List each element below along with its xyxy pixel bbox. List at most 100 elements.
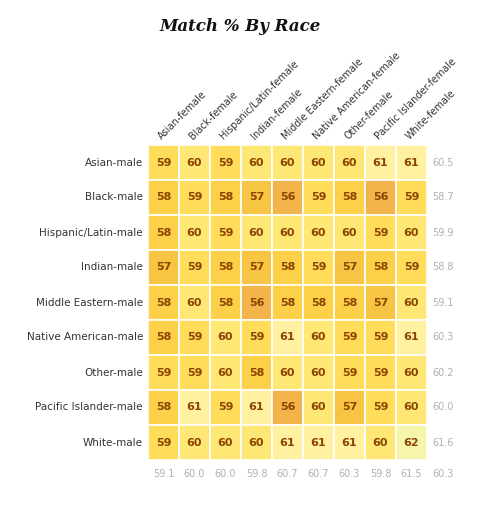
Text: 59: 59 xyxy=(403,193,419,203)
Text: 59: 59 xyxy=(403,263,419,272)
Bar xyxy=(364,215,395,250)
Bar xyxy=(302,390,333,425)
Bar xyxy=(210,390,240,425)
Bar xyxy=(395,355,426,390)
Text: 58: 58 xyxy=(310,298,325,307)
Text: 59: 59 xyxy=(372,368,387,377)
Bar xyxy=(395,285,426,320)
Text: Native American-female: Native American-female xyxy=(311,50,401,141)
Text: 59: 59 xyxy=(341,368,357,377)
Bar xyxy=(302,145,333,180)
Bar xyxy=(210,320,240,355)
Text: 57: 57 xyxy=(248,193,264,203)
Text: 61: 61 xyxy=(248,402,264,413)
Text: 60: 60 xyxy=(279,228,295,237)
Bar xyxy=(240,425,271,460)
Text: 60: 60 xyxy=(279,157,295,168)
Bar xyxy=(179,285,210,320)
Bar xyxy=(179,355,210,390)
Bar xyxy=(364,145,395,180)
Text: 60.2: 60.2 xyxy=(431,368,453,377)
Bar xyxy=(240,285,271,320)
Text: Asian-male: Asian-male xyxy=(84,157,143,168)
Text: 59: 59 xyxy=(248,333,264,342)
Text: Native American-male: Native American-male xyxy=(26,333,143,342)
Text: 60.5: 60.5 xyxy=(431,157,453,168)
Text: 59: 59 xyxy=(310,193,325,203)
Bar xyxy=(271,180,302,215)
Text: 59.1: 59.1 xyxy=(431,298,453,307)
Text: Other-female: Other-female xyxy=(342,88,394,141)
Bar xyxy=(271,145,302,180)
Text: 59: 59 xyxy=(310,263,325,272)
Bar xyxy=(364,250,395,285)
Bar xyxy=(240,250,271,285)
Bar xyxy=(210,215,240,250)
Bar xyxy=(210,425,240,460)
Text: 60: 60 xyxy=(403,228,419,237)
Text: 58.7: 58.7 xyxy=(431,193,453,203)
Text: Middle Eastern-male: Middle Eastern-male xyxy=(36,298,143,307)
Text: 58: 58 xyxy=(341,298,357,307)
Bar xyxy=(271,425,302,460)
Text: 58: 58 xyxy=(217,263,233,272)
Bar xyxy=(395,390,426,425)
Bar xyxy=(395,180,426,215)
Bar xyxy=(179,215,210,250)
Bar xyxy=(148,320,179,355)
Text: 59: 59 xyxy=(186,333,202,342)
Text: 56: 56 xyxy=(279,193,295,203)
Bar xyxy=(148,425,179,460)
Bar xyxy=(271,285,302,320)
Text: 58: 58 xyxy=(372,263,387,272)
Text: 60.0: 60.0 xyxy=(183,469,205,479)
Text: 60: 60 xyxy=(248,157,264,168)
Text: 60: 60 xyxy=(403,298,419,307)
Text: 59.8: 59.8 xyxy=(245,469,267,479)
Text: 56: 56 xyxy=(248,298,264,307)
Text: 60.3: 60.3 xyxy=(431,469,453,479)
Bar xyxy=(210,180,240,215)
Text: 58: 58 xyxy=(156,298,171,307)
Text: 60: 60 xyxy=(217,333,233,342)
Text: 60: 60 xyxy=(310,402,325,413)
Bar xyxy=(395,320,426,355)
Bar xyxy=(302,320,333,355)
Bar xyxy=(179,250,210,285)
Text: 59: 59 xyxy=(341,333,357,342)
Text: 60: 60 xyxy=(248,228,264,237)
Text: 59: 59 xyxy=(372,333,387,342)
Text: 57: 57 xyxy=(372,298,387,307)
Text: 60.3: 60.3 xyxy=(338,469,360,479)
Text: 59: 59 xyxy=(186,263,202,272)
Text: 58: 58 xyxy=(156,333,171,342)
Text: 60.7: 60.7 xyxy=(276,469,298,479)
Bar xyxy=(271,215,302,250)
Text: Pacific Islander-male: Pacific Islander-male xyxy=(36,402,143,413)
Text: 58: 58 xyxy=(279,263,295,272)
Text: 59: 59 xyxy=(217,402,233,413)
Bar xyxy=(364,320,395,355)
Bar xyxy=(148,355,179,390)
Text: 57: 57 xyxy=(156,263,171,272)
Text: 59: 59 xyxy=(217,228,233,237)
Bar xyxy=(210,285,240,320)
Bar xyxy=(333,320,364,355)
Bar xyxy=(271,320,302,355)
Text: Hispanic/Latin-female: Hispanic/Latin-female xyxy=(218,59,300,141)
Text: 60.0: 60.0 xyxy=(431,402,453,413)
Bar xyxy=(148,145,179,180)
Text: 60: 60 xyxy=(310,157,325,168)
Bar xyxy=(364,425,395,460)
Text: 59: 59 xyxy=(156,157,171,168)
Text: Indian-female: Indian-female xyxy=(249,86,303,141)
Text: 57: 57 xyxy=(248,263,264,272)
Text: 60: 60 xyxy=(372,437,387,448)
Text: 57: 57 xyxy=(341,263,357,272)
Bar xyxy=(364,285,395,320)
Text: 60: 60 xyxy=(310,333,325,342)
Bar xyxy=(240,355,271,390)
Bar xyxy=(271,250,302,285)
Bar xyxy=(271,390,302,425)
Text: 61: 61 xyxy=(403,333,419,342)
